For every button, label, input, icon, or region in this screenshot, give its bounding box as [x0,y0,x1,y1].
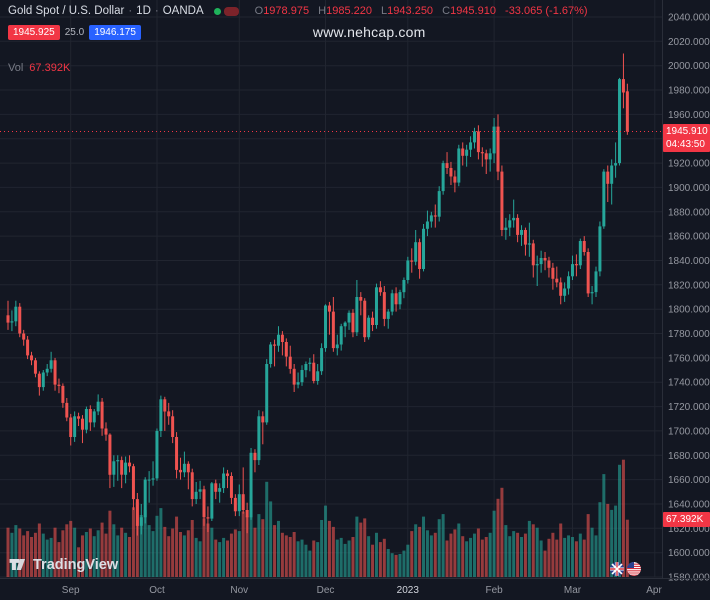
svg-text:Oct: Oct [149,585,165,596]
tradingview-logo-text: TradingView [33,556,119,573]
spread-value: 25.0 [64,27,85,38]
svg-text:1840.000: 1840.000 [668,256,710,267]
volume-axis-value: 67.392K [666,514,704,525]
bid-ask-row: 1945.925 25.0 1946.175 [8,25,141,40]
high-value: 1985.220 [326,5,372,17]
flag-icons [610,562,641,576]
chart-legend: Gold Spot / U.S. Dollar · 1D · OANDA O19… [8,5,588,17]
svg-text:1680.000: 1680.000 [668,451,710,462]
watermark-text: www.nehcap.com [312,24,426,40]
vol-value: 67.392K [29,62,71,74]
tradingview-logo-icon [9,558,26,571]
sell-button[interactable]: 1945.925 [8,25,60,40]
svg-text:Mar: Mar [564,585,582,596]
open-label: O [254,5,264,17]
svg-text:1860.000: 1860.000 [668,232,710,243]
price-scale[interactable] [662,0,710,578]
svg-text:1880.000: 1880.000 [668,207,710,218]
tradingview-logo[interactable]: TradingView [8,555,118,574]
svg-text:1640.000: 1640.000 [668,500,710,511]
svg-text:2000.000: 2000.000 [668,61,710,72]
svg-text:1740.000: 1740.000 [668,378,710,389]
svg-text:1720.000: 1720.000 [668,402,710,413]
separator: · [154,5,159,17]
svg-text:Dec: Dec [317,585,335,596]
ohlc-values: O1978.975 H1985.220 L1943.250 C1945.910 … [249,5,588,17]
interval-label[interactable]: 1D [136,5,151,17]
svg-text:2020.000: 2020.000 [668,37,710,48]
svg-text:Sep: Sep [62,585,80,596]
last-price-value: 1945.910 [666,126,708,137]
svg-text:1660.000: 1660.000 [668,475,710,486]
volume-axis-badge: 67.392K [663,512,710,527]
svg-text:1700.000: 1700.000 [668,426,710,437]
flag-uk-icon[interactable] [610,562,624,576]
low-label: L [381,5,388,17]
exchange-label: OANDA [162,5,204,17]
vol-label: Vol [8,62,24,74]
volume-legend: Vol 67.392K [8,62,70,74]
svg-text:1920.000: 1920.000 [668,159,710,170]
close-value: 1945.910 [450,5,496,17]
symbol-title[interactable]: Gold Spot / U.S. Dollar [8,5,125,17]
svg-text:1620.000: 1620.000 [668,524,710,535]
last-price-badge: 1945.910 04:43:50 [663,124,710,152]
svg-text:1960.000: 1960.000 [668,110,710,121]
svg-text:1980.000: 1980.000 [668,86,710,97]
svg-text:2040.000: 2040.000 [668,13,710,24]
bar-countdown: 04:43:50 [666,139,705,150]
svg-text:1800.000: 1800.000 [668,305,710,316]
svg-text:Nov: Nov [230,585,248,596]
svg-text:1600.000: 1600.000 [668,548,710,559]
svg-text:1780.000: 1780.000 [668,329,710,340]
candle-style-icon[interactable] [223,6,239,16]
change-value: -33.065 (-1.67%) [505,5,588,17]
low-value: 1943.250 [387,5,434,17]
svg-text:Feb: Feb [485,585,503,596]
svg-text:1760.000: 1760.000 [668,353,710,364]
separator: · [128,5,133,17]
open-value: 1978.975 [263,5,310,17]
close-label: C [442,5,451,17]
status-dot-icon[interactable] [213,7,221,15]
time-scale[interactable] [0,578,710,600]
high-label: H [318,5,327,17]
svg-text:Apr: Apr [646,585,662,596]
svg-text:1820.000: 1820.000 [668,280,710,291]
svg-text:1900.000: 1900.000 [668,183,710,194]
svg-text:2023: 2023 [397,585,420,596]
buy-button[interactable]: 1946.175 [89,25,141,40]
flag-us-icon[interactable] [627,562,641,576]
